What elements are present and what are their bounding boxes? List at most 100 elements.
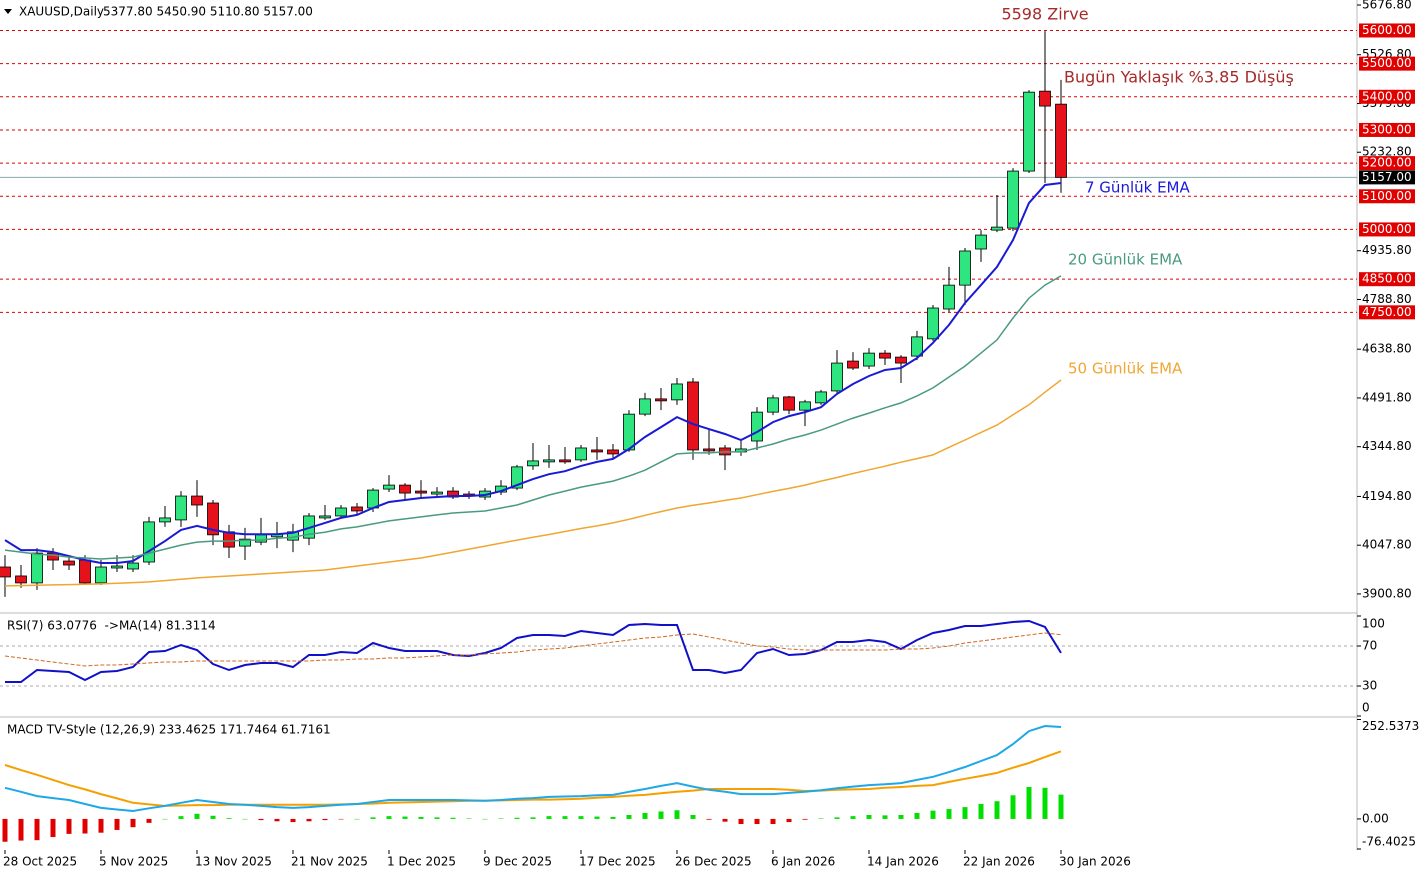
candle-body bbox=[0, 566, 11, 578]
x-tick-label: 5 Nov 2025 bbox=[99, 855, 168, 869]
histogram-bar bbox=[818, 818, 824, 820]
candle-body bbox=[975, 234, 987, 250]
histogram-bar bbox=[914, 813, 920, 819]
rsi-title: RSI(7) 63.0776 ->MA(14) 81.3114 bbox=[7, 619, 216, 633]
candle-body bbox=[687, 381, 699, 451]
candle-body bbox=[623, 413, 635, 451]
histogram-bar bbox=[210, 815, 216, 819]
symbol: XAUUSD,Daily bbox=[19, 5, 104, 19]
candle-body bbox=[383, 484, 395, 490]
last-price-tag bbox=[1359, 170, 1415, 185]
ema-line bbox=[4, 275, 1062, 560]
price-level-label: 5600.00 bbox=[1362, 23, 1412, 37]
price-level-tag bbox=[1359, 23, 1415, 38]
ema-label: 7 Günlük EMA bbox=[1085, 179, 1190, 197]
price-level-tag bbox=[1359, 156, 1415, 171]
histogram-bar bbox=[482, 818, 488, 820]
candle-body bbox=[399, 484, 411, 494]
x-tick-label: 17 Dec 2025 bbox=[579, 855, 656, 869]
candle-body bbox=[431, 491, 443, 495]
histogram-bar bbox=[82, 818, 88, 834]
histogram-bar bbox=[290, 818, 296, 823]
y-tick-label: 252.5373 bbox=[1362, 719, 1419, 733]
price-level-tag bbox=[1359, 272, 1415, 287]
histogram-bar bbox=[226, 818, 232, 819]
histogram-bar bbox=[34, 818, 40, 841]
histogram-bar bbox=[674, 810, 680, 819]
histogram-bar bbox=[882, 815, 888, 819]
x-tick-label: 1 Dec 2025 bbox=[387, 855, 456, 869]
histogram-bar bbox=[946, 809, 952, 819]
candle-body bbox=[95, 566, 107, 584]
y-tick-label: 4194.80 bbox=[1362, 489, 1412, 503]
candle-body bbox=[159, 517, 171, 523]
histogram-bar bbox=[146, 818, 152, 823]
histogram-bar bbox=[18, 818, 24, 841]
rsi-line bbox=[5, 619, 1062, 683]
candle-body bbox=[239, 538, 251, 547]
y-tick-label: -76.4025 bbox=[1362, 835, 1416, 849]
annotation: Bugün Yaklaşık %3.85 Düşüş bbox=[1064, 67, 1294, 86]
histogram-bar bbox=[418, 816, 424, 819]
menu-triangle[interactable] bbox=[4, 9, 12, 14]
candle-body bbox=[367, 489, 379, 509]
histogram-bar bbox=[690, 814, 696, 819]
candle-body bbox=[127, 562, 139, 570]
candle-body bbox=[527, 460, 539, 467]
price-level-label: 5400.00 bbox=[1362, 89, 1412, 103]
candle-body bbox=[63, 560, 75, 566]
price-level-label: 4750.00 bbox=[1362, 305, 1412, 319]
ema-line bbox=[4, 182, 1062, 564]
histogram-bar bbox=[178, 816, 184, 819]
candle-body bbox=[207, 502, 219, 536]
candle-body bbox=[351, 506, 363, 512]
histogram-bar bbox=[770, 818, 776, 825]
candle-body bbox=[79, 559, 91, 584]
histogram-bar bbox=[322, 818, 328, 821]
histogram-bar bbox=[786, 818, 792, 823]
x-tick-label: 21 Nov 2025 bbox=[291, 855, 368, 869]
y-tick-label: 5232.80 bbox=[1362, 145, 1412, 159]
candle-body bbox=[991, 226, 1003, 231]
candle-body bbox=[15, 575, 27, 584]
x-tick-label: 14 Jan 2026 bbox=[867, 855, 939, 869]
histogram-bar bbox=[514, 817, 520, 819]
candle-body bbox=[895, 356, 907, 364]
candle-body bbox=[319, 515, 331, 519]
y-tick-label: 70 bbox=[1362, 639, 1377, 653]
annotation: 5598 Zirve bbox=[1001, 5, 1088, 24]
histogram-bar bbox=[930, 810, 936, 819]
price-level-tag bbox=[1359, 222, 1415, 237]
ohlc-readout: 5377.80 5450.90 5110.80 5157.00 bbox=[103, 5, 313, 19]
x-tick-label: 22 Jan 2026 bbox=[963, 855, 1035, 869]
x-tick-label: 30 Jan 2026 bbox=[1059, 855, 1131, 869]
candle-body bbox=[175, 495, 187, 521]
histogram-bar bbox=[50, 818, 56, 838]
candle-body bbox=[671, 383, 683, 401]
histogram-bar bbox=[466, 818, 472, 820]
histogram-bar bbox=[1042, 787, 1048, 819]
histogram-bar bbox=[802, 818, 808, 820]
candle-body bbox=[543, 459, 555, 463]
ema-label: 20 Günlük EMA bbox=[1068, 250, 1183, 268]
histogram-bar bbox=[658, 811, 664, 819]
y-tick-label: 4047.80 bbox=[1362, 538, 1412, 552]
candle-body bbox=[703, 448, 715, 452]
histogram-bar bbox=[274, 818, 280, 822]
macd-line bbox=[4, 724, 1062, 813]
candle-body bbox=[639, 398, 651, 415]
histogram-bar bbox=[994, 801, 1000, 819]
candle-body bbox=[655, 398, 667, 402]
y-tick-label: 30 bbox=[1362, 679, 1377, 693]
candle-body bbox=[831, 362, 843, 392]
histogram-bar bbox=[850, 816, 856, 819]
candle-body bbox=[911, 336, 923, 357]
price-level-label: 5300.00 bbox=[1362, 122, 1412, 136]
price-level-tag bbox=[1359, 305, 1415, 320]
price-level-label: 5100.00 bbox=[1362, 189, 1412, 203]
y-tick-label: 4788.80 bbox=[1362, 292, 1412, 306]
candle-body bbox=[879, 352, 891, 359]
y-tick-label: 0 bbox=[1362, 701, 1370, 715]
y-tick-label: 3900.80 bbox=[1362, 586, 1412, 600]
